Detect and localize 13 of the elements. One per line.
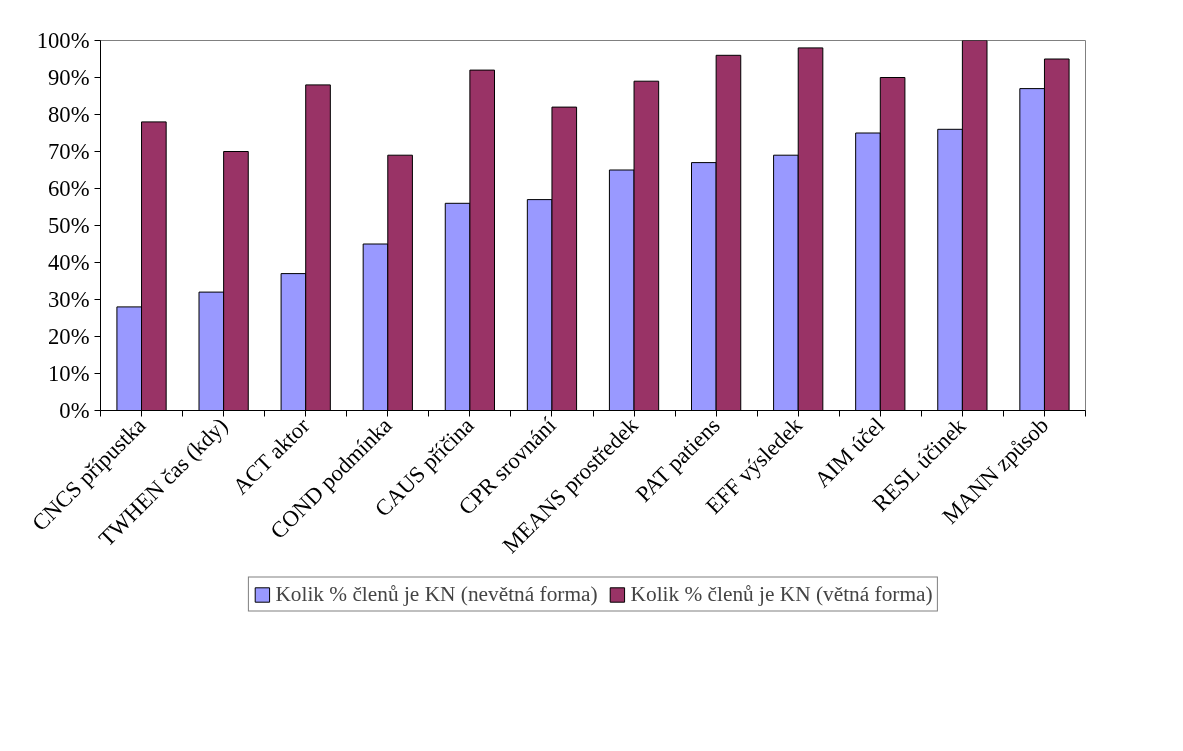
y-tick-label: 90% [47, 65, 90, 90]
y-tick-label: 0% [59, 398, 90, 423]
y-tick-label: 30% [47, 287, 90, 312]
y-tick-label: 100% [36, 28, 90, 53]
legend-label: Kolik % členů je KN (větná forma) [630, 581, 933, 607]
y-tick-label: 60% [47, 176, 90, 201]
y-tick-label: 20% [47, 324, 90, 349]
y-tick-label: 10% [47, 361, 90, 386]
y-tick-label: 50% [47, 213, 90, 238]
legend-label: Kolik % členů je KN (nevětná forma) [275, 581, 598, 607]
y-tick-label: 40% [47, 250, 90, 275]
y-tick-label: 70% [47, 139, 90, 164]
y-tick-label: 80% [47, 102, 90, 127]
